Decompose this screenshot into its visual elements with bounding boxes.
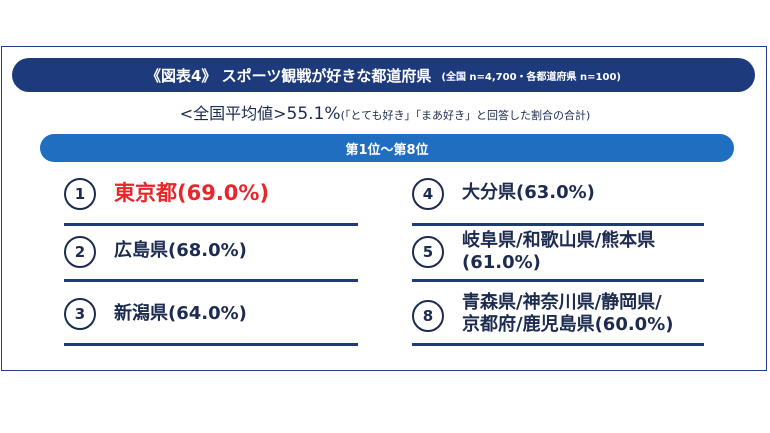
average-label: <全国平均値> [179,104,287,123]
national-average: <全国平均値>55.1%(「とても好き」「まあ好き」と回答した割合の合計) [0,100,770,124]
rank-circle: 1 [64,178,96,210]
ranking-item-1: 1 東京都(69.0%) [64,170,358,226]
average-value: 55.1% [286,104,341,124]
ranking-label-highlight: 東京都(69.0%) [114,181,270,205]
sample-size-note: (全国 n=4,700・各都道府県 n=100) [441,71,621,83]
rank-circle: 2 [64,236,96,268]
ranking-label-line2: (61.0%) [462,252,541,273]
ranking-label-line1: 岐阜県/和歌山県/熊本県 [462,230,656,251]
ranking-item-3: 3 新潟県(64.0%) [64,290,358,346]
divider [64,279,358,282]
title-bar: 《図表4》 スポーツ観戦が好きな都道府県 (全国 n=4,700・各都道府県 n… [12,58,755,92]
ranking-item-2: 2 広島県(68.0%) [64,226,358,282]
rank-circle: 4 [412,178,444,210]
ranking-label: 新潟県(64.0%) [114,303,247,324]
rank-circle: 5 [412,236,444,268]
divider [412,343,704,346]
ranking-label-line2: 京都府/鹿児島県(60.0%) [462,314,674,335]
ranking-label: 大分県(63.0%) [462,182,595,203]
ranking-label: 広島県(68.0%) [114,240,247,261]
chart-title: 《図表4》 スポーツ観戦が好きな都道府県 [146,66,432,85]
ranking-item-4: 4 大分県(63.0%) [412,170,704,226]
rank-circle: 8 [412,300,444,332]
ranking-item-8: 8 青森県/神奈川県/静岡県/ 京都府/鹿児島県(60.0%) [412,290,704,346]
rank-header-bar: 第1位〜第8位 [40,134,734,162]
average-note: (「とても好き」「まあ好き」と回答した割合の合計) [340,109,591,122]
panel-frame [1,46,767,371]
ranking-item-5: 5 岐阜県/和歌山県/熊本県 (61.0%) [412,226,704,282]
ranking-label-line1: 青森県/神奈川県/静岡県/ [462,292,662,313]
rank-header: 第1位〜第8位 [345,142,429,158]
divider [64,223,358,226]
divider [412,279,704,282]
divider [64,343,358,346]
rank-circle: 3 [64,298,96,330]
divider [412,223,704,226]
